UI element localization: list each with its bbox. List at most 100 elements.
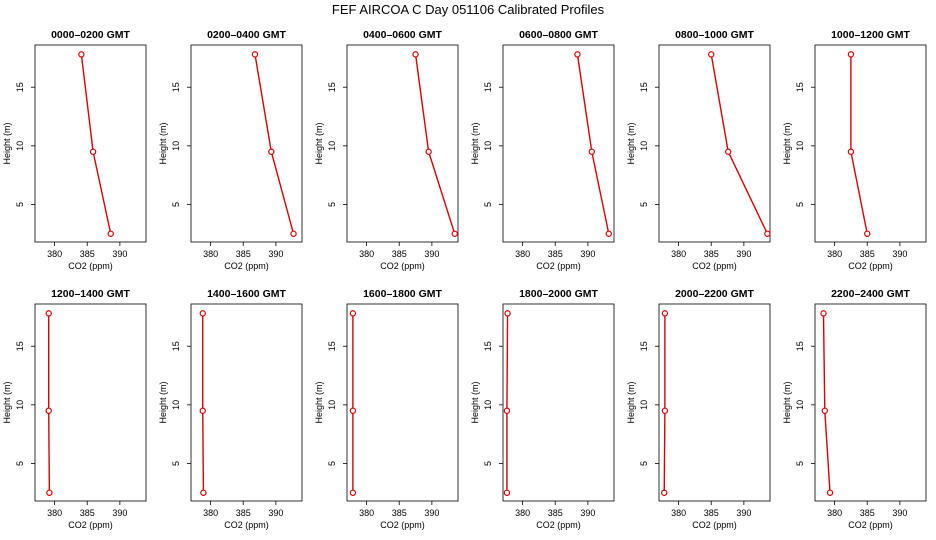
profile-line: [710, 54, 769, 235]
data-point: [764, 230, 771, 237]
y-tick-label: 15: [327, 82, 337, 92]
x-tick-label: 390: [268, 508, 283, 518]
profile-panels: 0000–0200 GMT 380 385 390 5 10 15 CO2 (ppm) Heig…: [2, 29, 927, 530]
x-tick-label: 390: [112, 508, 127, 518]
panel-7: 1400–1600 GMT 380 385 390 5 10 15 CO2 (ppm) Heig…: [158, 288, 303, 530]
y-tick-label: 5: [639, 202, 649, 207]
plot-frame: [190, 44, 303, 243]
x-axis-label: CO2 (ppm): [380, 261, 425, 271]
y-axis-label: Height (m): [158, 122, 168, 164]
x-axis-label: CO2 (ppm): [536, 520, 581, 530]
y-tick-label: 15: [171, 341, 181, 351]
x-tick-label: 380: [359, 249, 374, 259]
data-point: [503, 407, 511, 414]
y-axis-label: Height (m): [626, 122, 636, 164]
x-tick-label: 390: [112, 249, 127, 259]
x-tick-label: 390: [736, 508, 751, 518]
x-tick-label: 390: [892, 249, 907, 259]
profile-line: [506, 313, 509, 493]
data-point: [107, 230, 114, 237]
x-tick-label: 385: [704, 249, 719, 259]
chart-title: FEF AIRCOA C Day 051106 Calibrated Profi…: [332, 2, 605, 17]
profile-line: [254, 54, 295, 234]
panel-6: 1200–1400 GMT 380 385 390 5 10 15 CO2 (ppm) Heig…: [2, 288, 147, 530]
panel-title: 0000–0200 GMT: [51, 29, 130, 41]
x-tick-label: 380: [827, 249, 842, 259]
data-point: [661, 407, 669, 414]
y-tick-label: 10: [795, 400, 805, 410]
x-axis-label: CO2 (ppm): [224, 520, 269, 530]
data-point: [251, 51, 259, 58]
profile-line: [414, 54, 456, 235]
data-point: [588, 148, 596, 155]
y-tick-label: 5: [483, 202, 493, 207]
panel-9: 1800–2000 GMT 380 385 390 5 10 15 CO2 (ppm) Heig…: [470, 288, 615, 530]
panel-0: 0000–0200 GMT 380 385 390 5 10 15 CO2 (ppm) Heig…: [2, 29, 147, 271]
y-tick-label: 15: [327, 341, 337, 351]
panel-5: 1000–1200 GMT 380 385 390 5 10 15 CO2 (ppm) Heig…: [782, 29, 927, 271]
data-point: [200, 489, 207, 496]
y-axis-label: Height (m): [314, 122, 324, 164]
y-tick-label: 10: [327, 400, 337, 410]
profile-line: [48, 313, 51, 493]
y-tick-label: 5: [327, 461, 337, 466]
x-tick-label: 380: [203, 249, 218, 259]
x-tick-label: 385: [236, 508, 251, 518]
x-tick-label: 380: [47, 508, 62, 518]
data-point: [425, 148, 432, 155]
data-point: [574, 51, 581, 58]
data-point: [412, 51, 419, 58]
y-tick-label: 10: [483, 400, 493, 410]
x-tick-label: 390: [268, 249, 283, 259]
panel-title: 2000–2200 GMT: [675, 288, 754, 300]
plot-frame: [658, 44, 771, 243]
y-tick-label: 10: [171, 400, 181, 410]
data-point: [46, 489, 53, 496]
x-tick-label: 380: [203, 508, 218, 518]
x-tick-label: 385: [704, 508, 719, 518]
x-tick-label: 390: [424, 508, 439, 518]
y-tick-label: 10: [795, 141, 805, 151]
data-point: [847, 51, 855, 58]
x-tick-label: 390: [892, 508, 907, 518]
y-tick-label: 5: [795, 461, 805, 466]
panel-3: 0600–0800 GMT 380 385 390 5 10 15 CO2 (ppm) Heig…: [470, 29, 615, 271]
data-point: [349, 489, 357, 496]
x-axis-label: CO2 (ppm): [848, 520, 893, 530]
plot-frame: [502, 303, 615, 502]
data-point: [268, 148, 275, 155]
y-axis-label: Height (m): [314, 381, 324, 423]
panel-title: 1800–2000 GMT: [519, 288, 598, 300]
y-tick-label: 10: [483, 141, 493, 151]
panel-title: 2200–2400 GMT: [831, 288, 910, 300]
x-tick-label: 385: [548, 249, 563, 259]
y-tick-label: 5: [15, 461, 25, 466]
y-tick-label: 5: [171, 461, 181, 466]
y-tick-label: 5: [327, 202, 337, 207]
panel-title: 0200–0400 GMT: [207, 29, 286, 41]
x-tick-label: 385: [548, 508, 563, 518]
plot-frame: [34, 44, 147, 243]
y-tick-label: 15: [639, 341, 649, 351]
x-axis-label: CO2 (ppm): [536, 261, 581, 271]
x-axis-label: CO2 (ppm): [692, 261, 737, 271]
data-point: [708, 51, 715, 58]
plot-frame: [346, 303, 459, 502]
x-tick-label: 390: [580, 508, 595, 518]
y-tick-label: 15: [483, 341, 493, 351]
panel-8: 1600–1800 GMT 380 385 390 5 10 15 CO2 (ppm) Heig…: [314, 288, 459, 530]
y-tick-label: 10: [639, 141, 649, 151]
data-point: [45, 310, 52, 317]
y-axis-label: Height (m): [626, 381, 636, 423]
y-tick-label: 15: [15, 341, 25, 351]
x-axis-label: CO2 (ppm): [380, 520, 425, 530]
y-tick-label: 15: [15, 82, 25, 92]
y-axis-label: Height (m): [470, 122, 480, 164]
data-point: [821, 407, 828, 414]
plot-frame: [814, 303, 927, 502]
x-tick-label: 385: [860, 508, 875, 518]
y-tick-label: 10: [327, 141, 337, 151]
plot-frame: [346, 44, 459, 243]
y-tick-label: 5: [795, 202, 805, 207]
